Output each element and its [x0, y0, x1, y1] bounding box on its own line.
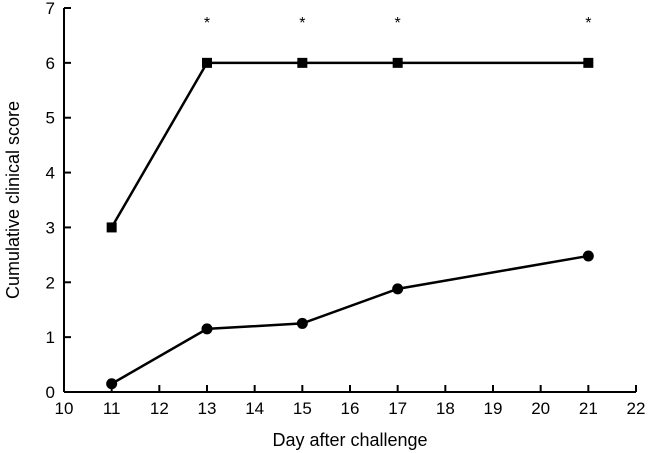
x-tick-label: 13: [198, 399, 217, 418]
y-tick-label: 7: [46, 0, 55, 18]
y-tick-label: 2: [46, 273, 55, 292]
circle-marker: [582, 250, 594, 262]
x-tick-label: 10: [55, 399, 74, 418]
x-tick-label: 12: [150, 399, 169, 418]
x-tick-label: 18: [436, 399, 455, 418]
x-tick-label: 21: [579, 399, 598, 418]
x-ticks: 10 11 12 13 14 15 16 17 18 19 20 21 22: [55, 385, 646, 418]
series-line: [111, 254, 589, 385]
x-axis-title: Day after challenge: [272, 430, 427, 450]
y-axis-title: Cumulative clinical score: [3, 101, 23, 299]
axes: [63, 8, 636, 393]
square-marker: [106, 222, 117, 233]
square-marker: [583, 57, 594, 68]
y-ticks: 0 1 2 3 4 5 6 7: [46, 0, 71, 402]
x-tick-label: 22: [627, 399, 646, 418]
y-tick-label: 1: [46, 328, 55, 347]
circle-marker: [392, 283, 404, 295]
significance-asterisk: *: [204, 15, 210, 32]
circle-marker: [201, 323, 213, 335]
series-2: [106, 250, 594, 390]
square-marker: [202, 57, 212, 68]
square-marker: [297, 57, 308, 68]
x-tick-label: 19: [484, 399, 503, 418]
x-tick-label: 20: [531, 399, 550, 418]
x-tick-label: 11: [103, 399, 121, 418]
y-tick-label: 4: [46, 164, 55, 183]
circle-marker: [106, 378, 118, 390]
x-tick-label: 17: [388, 399, 407, 418]
significance-asterisk: *: [299, 15, 305, 32]
circle-marker: [296, 317, 308, 329]
y-tick-label: 3: [46, 218, 55, 237]
y-tick-label: 6: [46, 54, 55, 73]
significance-asterisk: *: [395, 15, 401, 32]
x-tick-label: 15: [293, 399, 312, 418]
series-line: [110, 61, 589, 229]
series-layer: [106, 57, 594, 390]
x-tick-label: 14: [245, 399, 264, 418]
significance-annotations: * * * *: [204, 15, 592, 32]
y-tick-label: 5: [46, 109, 55, 128]
square-marker: [392, 57, 403, 68]
y-tick-label: 0: [46, 383, 55, 402]
x-tick-label: 16: [341, 399, 360, 418]
significance-asterisk: *: [585, 15, 591, 32]
series-1: [106, 57, 594, 233]
